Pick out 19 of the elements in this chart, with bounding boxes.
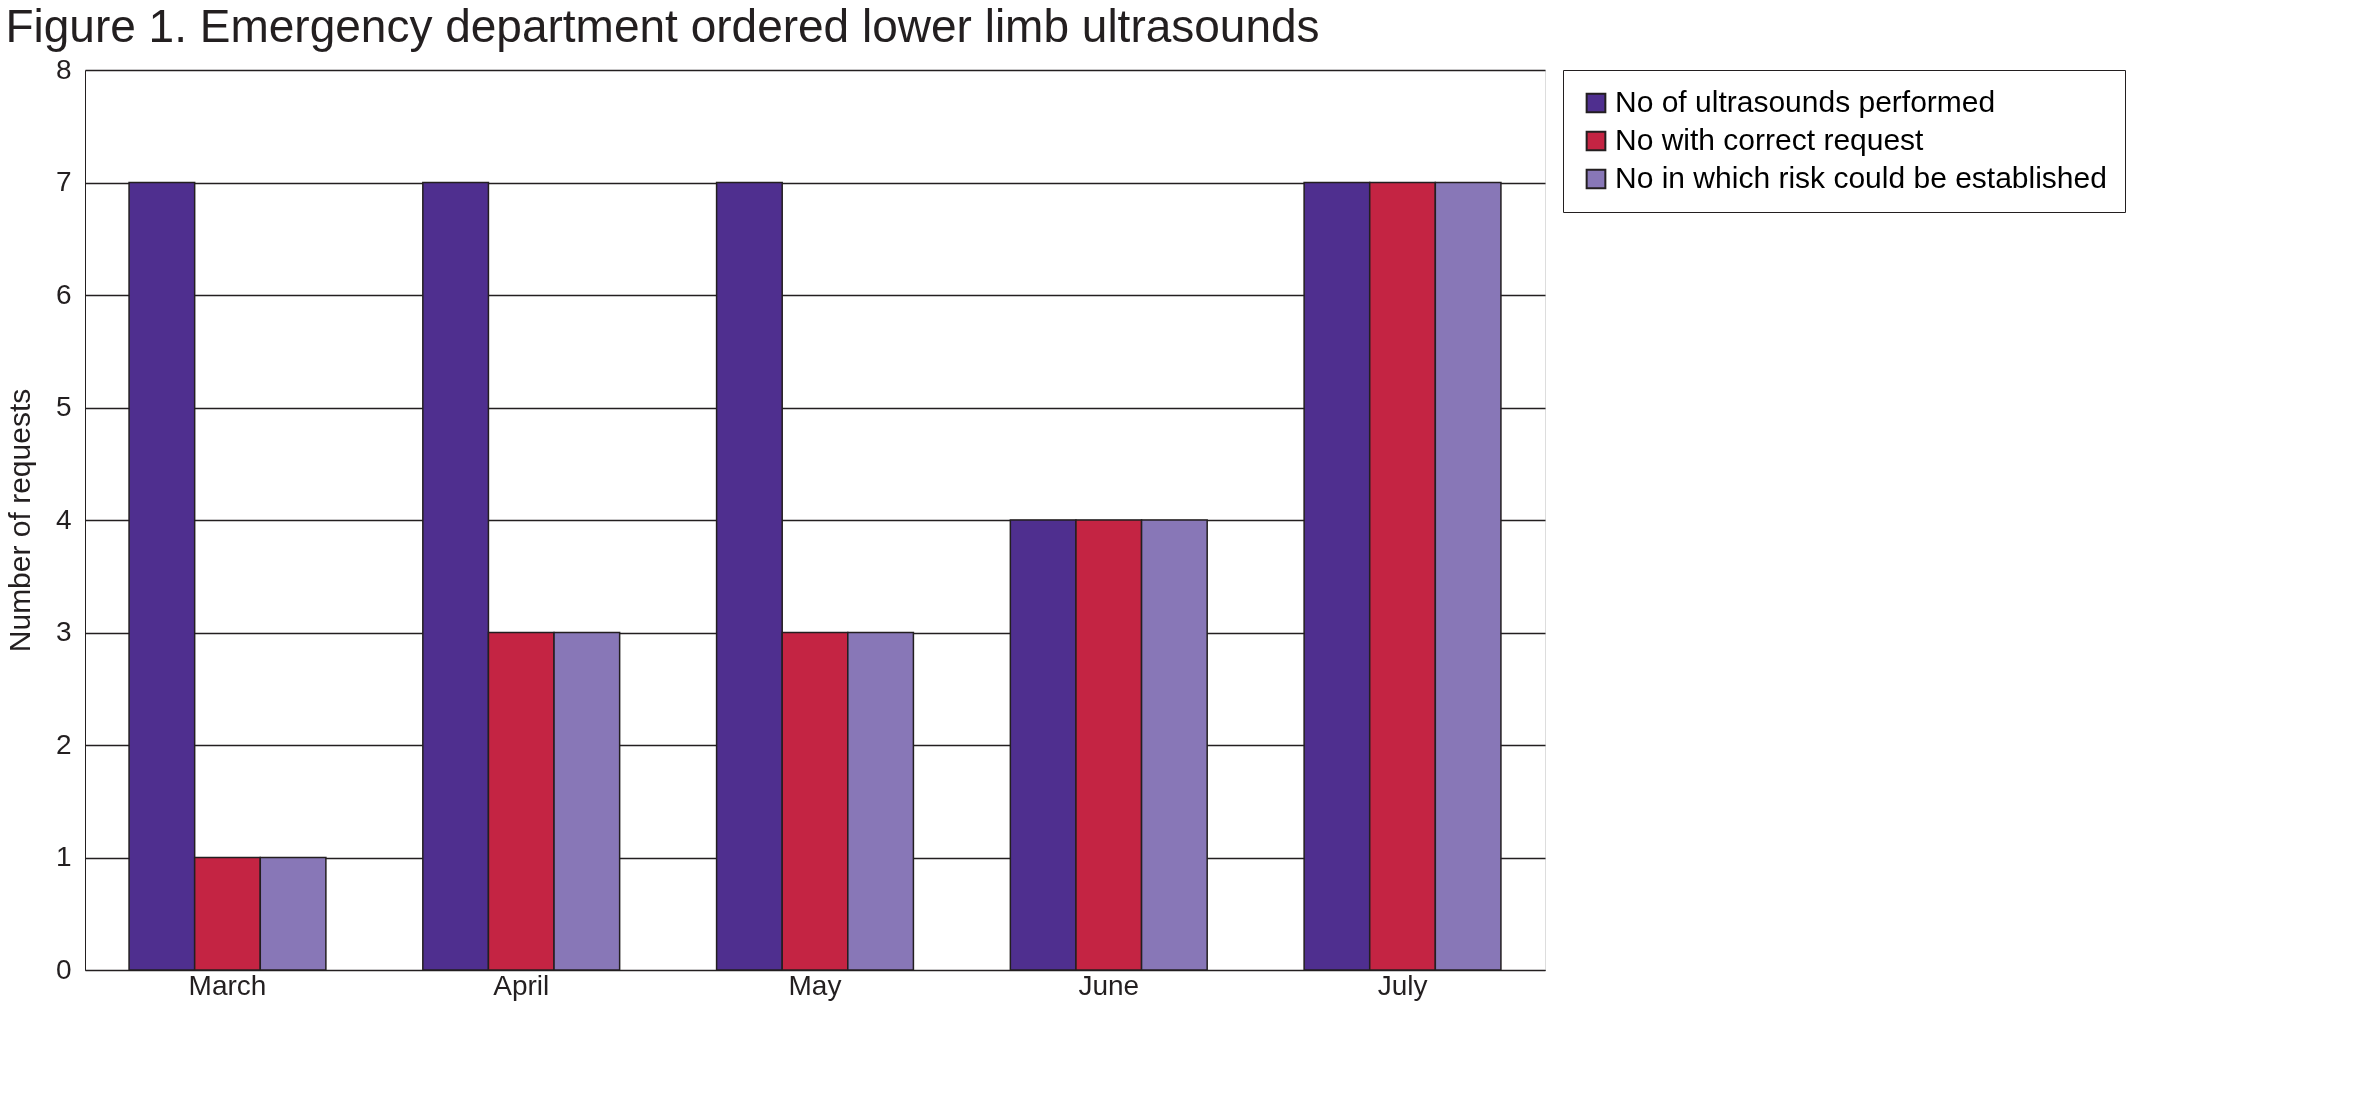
y-tick-label: 1 [55, 841, 72, 872]
x-tick-label: June [1078, 969, 1140, 1001]
y-tick-label: 7 [55, 166, 72, 197]
x-tick-label: July [1377, 969, 1428, 1001]
legend-label: No in which risk could be established [1615, 161, 2107, 194]
y-tick-label: 4 [55, 503, 72, 535]
y-tick-label: 6 [55, 278, 72, 310]
legend-label: No of ultrasounds performed [1615, 85, 1996, 118]
chart-title: Figure 1. Emergency department ordered lower limb ultrasounds [5, 0, 1320, 52]
y-axis-title: Number of requests [2, 388, 36, 653]
x-tick-label: April [493, 969, 550, 1001]
legend-label: No with correct request [1615, 123, 1925, 156]
x-tick-label: March [188, 969, 267, 1001]
y-tick-label: 0 [55, 953, 72, 985]
x-tick-label: May [788, 969, 842, 1001]
y-tick-label: 8 [55, 53, 72, 85]
y-tick-label: 5 [55, 391, 72, 422]
y-tick-label: 3 [55, 616, 72, 647]
y-tick-label: 2 [55, 728, 72, 760]
